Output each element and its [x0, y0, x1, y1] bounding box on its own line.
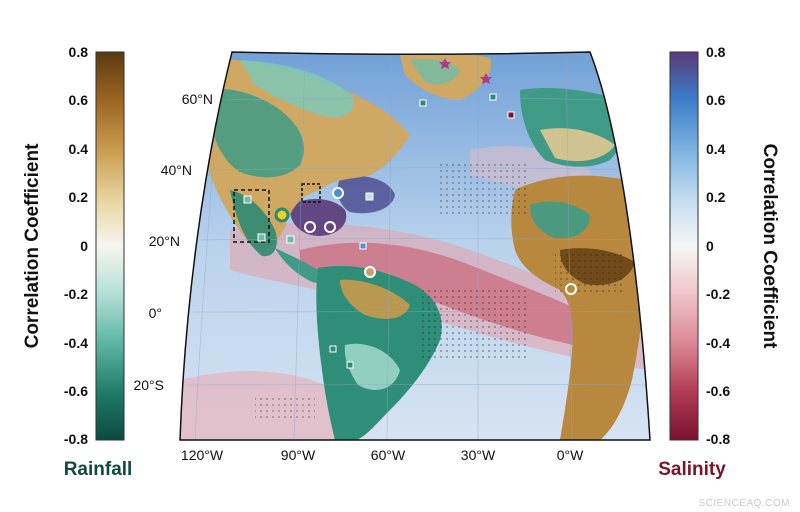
significance-stipple	[420, 290, 530, 360]
region-box-west-mexico	[233, 189, 270, 243]
right-tick-label: -0.4	[706, 335, 730, 351]
site-marker	[332, 187, 344, 199]
watermark: SCIENCEAQ.COM	[698, 498, 790, 509]
rainfall-colorbar-ticks: 0.8 0.6 0.4 0.2 0 -0.2 -0.4 -0.6 -0.8	[64, 44, 88, 447]
site-square	[257, 233, 266, 242]
lon-label: 30°W	[461, 447, 496, 463]
site-square	[365, 192, 374, 201]
site-square	[359, 242, 367, 250]
north-america-green	[205, 88, 304, 178]
site-square	[329, 345, 337, 353]
right-tick-label: 0	[706, 238, 714, 254]
rainfall-label: Rainfall	[64, 459, 133, 480]
central-america-land	[275, 248, 322, 283]
site-marker	[324, 221, 336, 233]
right-tick-label: 0.8	[706, 44, 726, 60]
site-marker	[304, 221, 316, 233]
site-star	[480, 73, 492, 84]
lat-label: 40°N	[161, 162, 192, 178]
salinity-colorbar: 0.8 0.6 0.4 0.2 0 -0.2 -0.4 -0.6 -0.8 Co…	[658, 44, 780, 480]
lon-label: 60°W	[371, 447, 406, 463]
site-square	[507, 111, 515, 119]
africa-land	[511, 175, 649, 440]
map-panel: 60°N 40°N 20°N 0° 20°S 120°W 90°W 60°W 3…	[133, 51, 651, 463]
rainfall-colorbar-title: Correlation Coefficient	[22, 143, 43, 348]
south-america-light	[344, 343, 400, 390]
salinity-label: Salinity	[658, 459, 726, 480]
region-box-texas	[301, 183, 321, 203]
left-tick-label: 0.8	[69, 44, 89, 60]
lat-label: 20°N	[149, 233, 180, 249]
site-marker	[364, 266, 376, 278]
salinity-positive-gulf	[289, 198, 347, 236]
right-tick-label: -0.6	[706, 383, 730, 399]
right-tick-label: -0.2	[706, 286, 730, 302]
longitude-labels: 120°W 90°W 60°W 30°W 0°W	[181, 447, 584, 463]
salinity-colorbar-title: Correlation Coefficient	[759, 144, 780, 349]
right-tick-label: -0.8	[706, 431, 730, 447]
site-marker-gulf	[274, 207, 290, 223]
site-square	[243, 195, 252, 204]
site-square	[489, 93, 497, 101]
salinity-colorbar-ticks: 0.8 0.6 0.4 0.2 0 -0.2 -0.4 -0.6 -0.8	[706, 44, 730, 447]
left-tick-label: 0.6	[69, 92, 89, 108]
lon-label: 120°W	[181, 447, 224, 463]
south-america-brown	[340, 279, 410, 319]
site-square	[346, 361, 354, 369]
left-tick-label: 0	[80, 238, 88, 254]
left-tick-label: 0.2	[69, 189, 89, 205]
site-square	[419, 99, 427, 107]
lon-label: 90°W	[281, 447, 316, 463]
right-tick-label: 0.2	[706, 189, 726, 205]
left-tick-label: 0.4	[69, 141, 89, 157]
significance-stipple	[440, 160, 530, 215]
lat-label: 60°N	[182, 91, 213, 107]
significance-stipple	[255, 395, 315, 420]
left-tick-label: -0.6	[64, 383, 88, 399]
site-marker	[565, 283, 577, 295]
latitude-labels: 60°N 40°N 20°N 0° 20°S	[133, 91, 213, 393]
canada-green	[240, 60, 354, 118]
lat-label: 20°S	[133, 377, 164, 393]
lon-label: 0°W	[557, 447, 584, 463]
right-tick-label: 0.6	[706, 92, 726, 108]
left-tick-label: -0.8	[64, 431, 88, 447]
left-tick-label: -0.2	[64, 286, 88, 302]
rainfall-colorbar-gradient	[95, 51, 125, 441]
right-tick-label: 0.4	[706, 141, 726, 157]
salinity-colorbar-gradient	[669, 51, 699, 441]
rainfall-colorbar: 0.8 0.6 0.4 0.2 0 -0.2 -0.4 -0.6 -0.8 Co…	[22, 44, 132, 480]
europe-brown	[540, 128, 615, 162]
africa-green	[530, 201, 590, 239]
site-square	[286, 235, 295, 244]
left-tick-label: -0.4	[64, 335, 88, 351]
site-star	[439, 58, 451, 69]
map-frame	[179, 51, 651, 441]
lat-label: 0°	[149, 305, 162, 321]
